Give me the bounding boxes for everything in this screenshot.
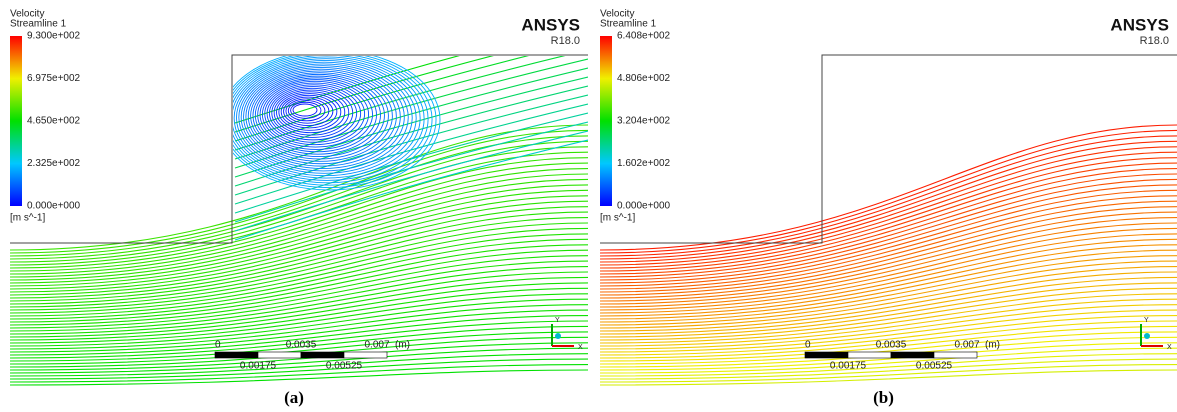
streamline bbox=[235, 77, 588, 177]
vortex-line bbox=[864, 90, 939, 135]
vortex-line bbox=[836, 69, 986, 164]
axis-x-label: X bbox=[1167, 344, 1172, 351]
axis-y-label: Y bbox=[555, 317, 560, 324]
streamline bbox=[825, 104, 1177, 204]
caption: (b) bbox=[873, 388, 894, 407]
vortex-line bbox=[831, 66, 994, 169]
scale-label: 0.007 bbox=[954, 340, 979, 351]
scale-segment bbox=[301, 352, 344, 358]
legend-unit: [m s^-1] bbox=[10, 213, 45, 224]
figure: VelocityStreamline 19.300e+0026.975e+002… bbox=[0, 0, 1177, 412]
axis-x-label: X bbox=[578, 344, 583, 351]
legend-unit: [m s^-1] bbox=[600, 213, 635, 224]
scale-segment bbox=[848, 352, 891, 358]
scale-label: 0.0035 bbox=[876, 340, 907, 351]
brand: ANSYS bbox=[1110, 15, 1169, 34]
streamline bbox=[825, 95, 1177, 195]
legend-tick-label: 3.204e+002 bbox=[617, 116, 671, 127]
vortex-line bbox=[869, 94, 931, 131]
vortex-line bbox=[824, 60, 1006, 175]
vortex-line bbox=[829, 64, 998, 171]
legend-tick-label: 0.000e+000 bbox=[617, 201, 671, 212]
scale-segment bbox=[891, 352, 934, 358]
scale-unit: (m) bbox=[985, 340, 1000, 351]
vortex-line bbox=[817, 55, 1018, 183]
vortex-line bbox=[850, 80, 963, 150]
scale-label: 0 bbox=[215, 340, 221, 351]
streamline bbox=[10, 201, 588, 292]
scale-unit: (m) bbox=[395, 340, 410, 351]
vortex-line bbox=[845, 76, 970, 154]
streamline bbox=[825, 68, 1177, 168]
vortex-line bbox=[867, 92, 935, 133]
scale-segment bbox=[934, 352, 977, 358]
vortex-line bbox=[848, 78, 967, 152]
vortex-line bbox=[815, 53, 1022, 185]
vortex-line bbox=[251, 73, 389, 159]
vortex-line bbox=[862, 88, 943, 137]
streamlines bbox=[600, 23, 1177, 385]
vortex-line bbox=[876, 99, 919, 123]
vortex-line bbox=[288, 101, 325, 121]
vortex-line bbox=[841, 73, 979, 159]
streamline bbox=[600, 201, 1177, 292]
legend-tick-label: 6.975e+002 bbox=[27, 73, 81, 84]
streamline bbox=[825, 23, 1177, 123]
legend-tick-label: 6.408e+002 bbox=[617, 31, 671, 42]
legend-tick-label: 9.300e+002 bbox=[27, 31, 81, 42]
scale-segment bbox=[215, 352, 258, 358]
legend-tick-label: 4.650e+002 bbox=[27, 116, 81, 127]
legend-tick-label: 1.602e+002 bbox=[617, 158, 671, 169]
scale-label: 0.007 bbox=[364, 340, 389, 351]
vortex-line bbox=[855, 83, 955, 145]
brand: ANSYS bbox=[521, 15, 580, 34]
vortex-line bbox=[834, 67, 991, 166]
legend-tick-label: 2.325e+002 bbox=[27, 158, 81, 169]
streamline bbox=[825, 32, 1177, 132]
scale-label: 0.00175 bbox=[830, 361, 867, 372]
vortex-line bbox=[859, 87, 946, 140]
scale-label: 0 bbox=[805, 340, 811, 351]
axis-z bbox=[1144, 333, 1150, 339]
axis-y-label: Y bbox=[1144, 317, 1149, 324]
scale-label: 0.00525 bbox=[326, 361, 363, 372]
streamline bbox=[825, 41, 1177, 141]
vortex-line bbox=[241, 66, 404, 169]
version: R18.0 bbox=[1140, 35, 1169, 47]
axis-z bbox=[555, 333, 561, 339]
scale-label: 0.00175 bbox=[240, 361, 277, 372]
color-bar bbox=[600, 36, 612, 206]
vortex-line bbox=[269, 87, 356, 140]
streamline bbox=[825, 77, 1177, 177]
vortex-line bbox=[878, 101, 915, 121]
vortex-line bbox=[843, 74, 974, 156]
vortex-line bbox=[819, 57, 1014, 180]
vortex-line bbox=[822, 59, 1010, 178]
version: R18.0 bbox=[551, 35, 580, 47]
legend-tick-label: 0.000e+000 bbox=[27, 201, 81, 212]
legend-tick-label: 4.806e+002 bbox=[617, 73, 671, 84]
scale-segment bbox=[344, 352, 387, 358]
streamline bbox=[825, 50, 1177, 150]
vortex-line bbox=[874, 97, 923, 126]
vortex-line bbox=[857, 85, 951, 142]
legend-subtitle: Streamline 1 bbox=[600, 19, 657, 30]
streamlines bbox=[10, 23, 588, 385]
vortex-line bbox=[852, 81, 958, 147]
scale-label: 0.0035 bbox=[286, 340, 317, 351]
vortex-line bbox=[881, 102, 911, 118]
color-bar bbox=[10, 36, 22, 206]
legend-subtitle: Streamline 1 bbox=[10, 19, 67, 30]
vortex-line bbox=[883, 104, 907, 116]
vortex-line bbox=[812, 52, 1026, 188]
scale-segment bbox=[258, 352, 301, 358]
vortex-line bbox=[838, 71, 982, 161]
vortex-line bbox=[826, 62, 1002, 173]
vortex-line bbox=[871, 95, 927, 128]
caption: (a) bbox=[284, 388, 304, 407]
scale-label: 0.00525 bbox=[916, 361, 953, 372]
scale-segment bbox=[805, 352, 848, 358]
